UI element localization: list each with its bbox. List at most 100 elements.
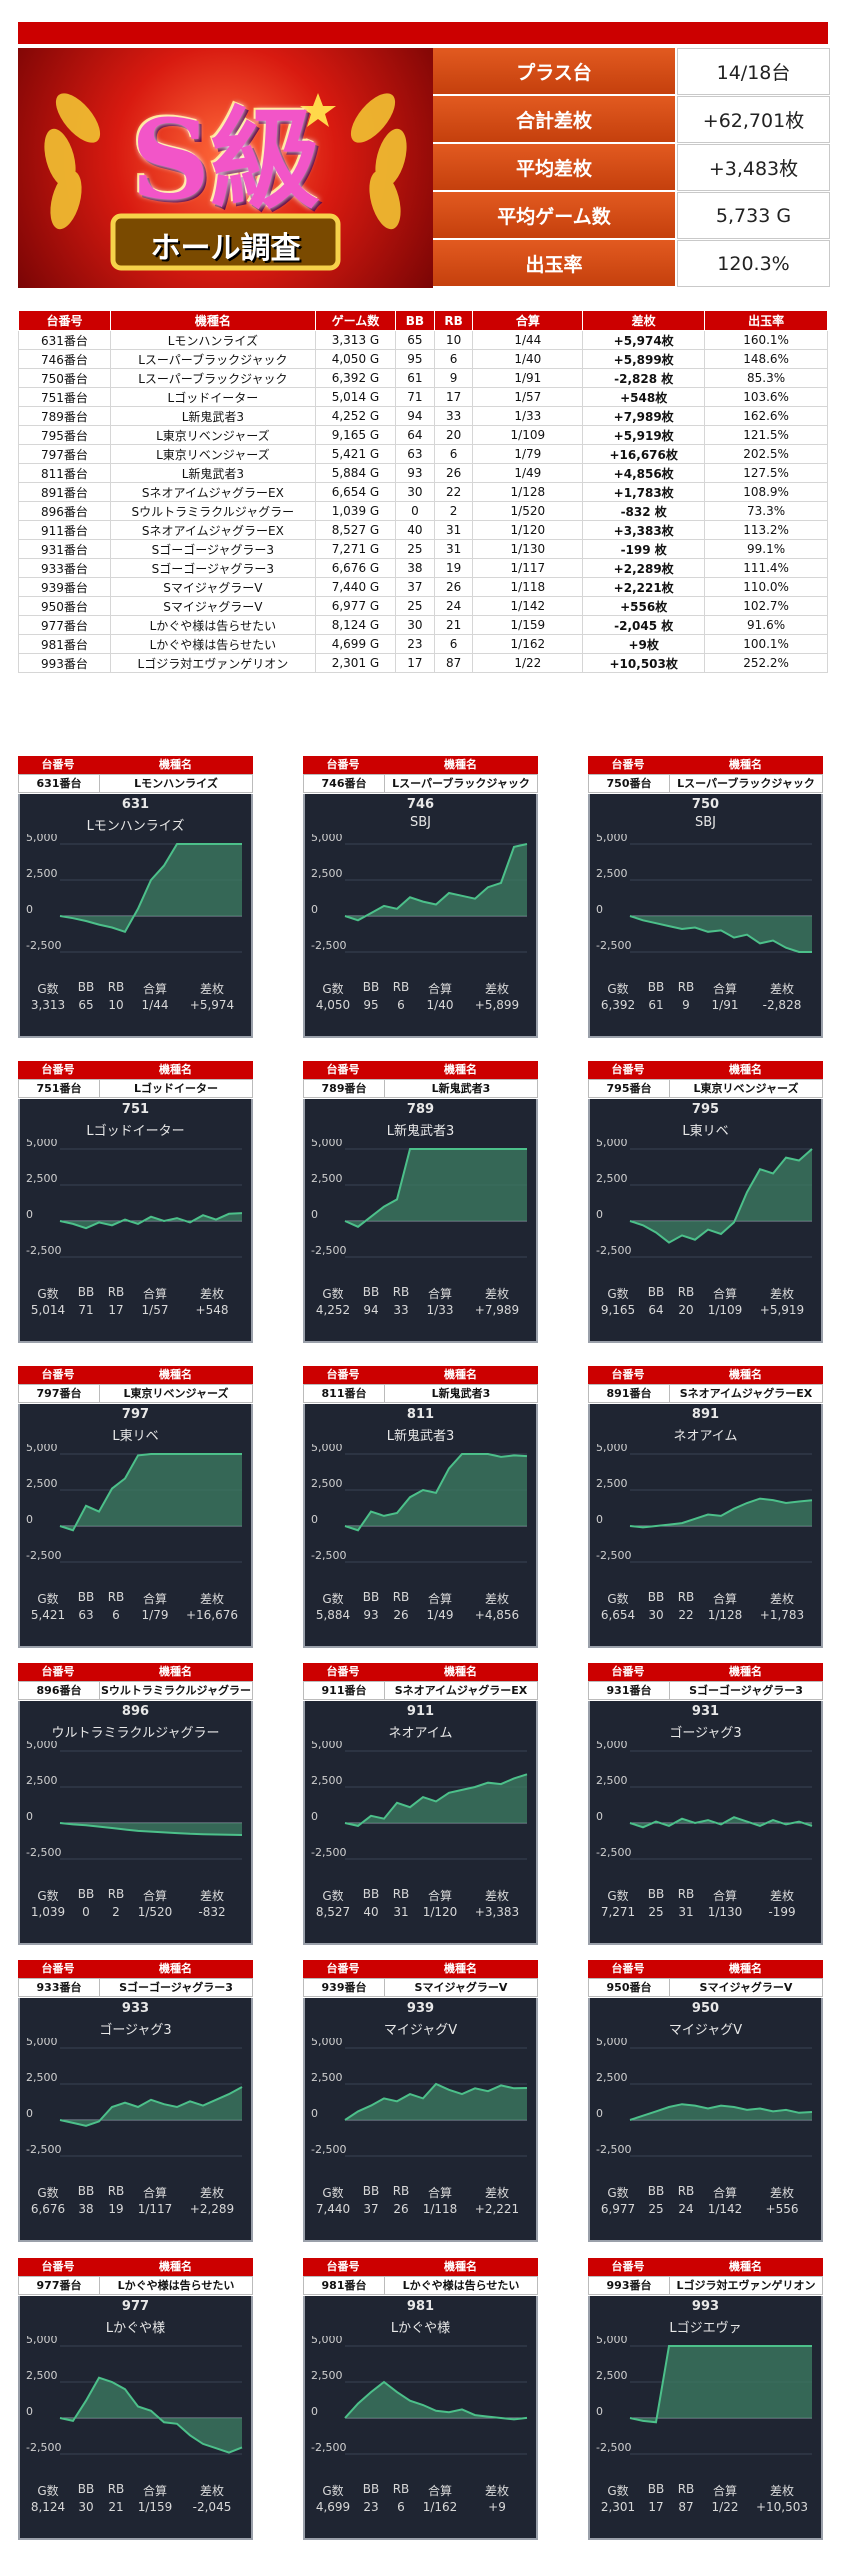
stat-value: 1/33 xyxy=(426,1303,454,1317)
stat-label: BB xyxy=(77,2482,95,2496)
table-row: 746番台 Lスーパーブラックジャック 4,050 G 95 6 1/40 +5,899枚 1… xyxy=(18,349,828,369)
y-tick-label: 0 xyxy=(26,1810,33,1823)
cell-payout: 252.2% xyxy=(704,653,828,673)
cell-games: 5,421 G xyxy=(314,444,397,464)
card-head-number-label: 台番号 xyxy=(326,1962,360,1975)
machine-card: 台番号 機種名 993番台 Lゴジラ対エヴァンゲリオン 993 Lゴジエヴァ 5,000 2,… xyxy=(588,2258,823,2540)
card-head-number-label: 台番号 xyxy=(611,1962,645,1975)
cell-machine-number: 811番台 xyxy=(18,463,111,483)
card-model-name: SネオアイムジャグラーEX xyxy=(679,1387,813,1400)
stat-value: 1/49 xyxy=(426,1608,454,1622)
chart-machine-number: 789 xyxy=(406,1102,435,1117)
diff-chart: 5,000 2,500 0 -2,500 xyxy=(311,1139,527,1258)
stat-value: 37 xyxy=(363,2202,379,2216)
chart-machine-number: 931 xyxy=(691,1704,720,1719)
cell-bb: 64 xyxy=(395,425,435,445)
cell-rb: 10 xyxy=(433,330,474,350)
y-tick-label: 2,500 xyxy=(311,867,343,880)
cell-diff: -2,045 枚 xyxy=(582,615,706,635)
chart-machine-number: 911 xyxy=(406,1704,435,1719)
stat-value: 30 xyxy=(648,1608,664,1622)
chart-model-short: ネオアイム xyxy=(673,1429,738,1444)
stat-label: 合算 xyxy=(712,1592,737,1606)
cell-games: 5,884 G xyxy=(314,463,397,483)
card-head-model-label: 機種名 xyxy=(729,1368,762,1381)
table-row: 950番台 SマイジャグラーV 6,977 G 25 24 1/142 +556枚 102.7… xyxy=(18,596,828,616)
card-header: 台番号 機種名 xyxy=(303,1663,538,1681)
diff-line xyxy=(629,915,812,953)
diff-chart: 5,000 2,500 0 -2,500 xyxy=(26,834,242,953)
chart-model-short: SBJ xyxy=(694,815,716,830)
cell-combined: 1/142 xyxy=(472,596,584,616)
diff-area xyxy=(630,1817,812,1828)
cell-payout: 160.1% xyxy=(704,330,828,350)
y-tick-label: 5,000 xyxy=(596,1139,628,1149)
machine-card: 台番号 機種名 911番台 SネオアイムジャグラーEX 911 ネオアイム 5,000 2,5… xyxy=(303,1663,538,1945)
card-header: 台番号 機種名 xyxy=(588,2258,823,2276)
stat-value: 1/109 xyxy=(707,1303,743,1317)
diff-chart: 5,000 2,500 0 -2,500 xyxy=(596,2038,813,2157)
y-tick-label: -2,500 xyxy=(26,1846,61,1859)
cell-bb: 63 xyxy=(395,444,435,464)
stat-value: 22 xyxy=(678,1608,694,1622)
cell-diff: +5,919枚 xyxy=(582,425,706,445)
summary-table: プラス台 14/18台 合計差枚 +62,701枚 平均差枚 +3,483枚 平均ゲーム数 5… xyxy=(433,48,830,288)
stat-label: G数 xyxy=(37,1889,59,1903)
cell-combined: 1/120 xyxy=(472,520,584,540)
cell-games: 7,440 G xyxy=(314,577,397,597)
chart-model-short: ゴージャグ3 xyxy=(99,2023,172,2038)
chart-panel: 931 ゴージャグ3 5,000 2,500 0 -2,500 G数 7,271 BB 25 RB 3… xyxy=(588,1701,823,1945)
stat-value: 31 xyxy=(393,1905,409,1919)
diff-line xyxy=(344,1148,527,1228)
stat-value: -199 xyxy=(768,1905,796,1919)
card-info: 981番台 Lかぐや様は告らせたい xyxy=(303,2276,538,2295)
machine-card: 台番号 機種名 751番台 Lゴッドイーター 751 Lゴッドイーター 5,000 2,500… xyxy=(18,1061,253,1343)
diff-chart: 5,000 2,500 0 -2,500 xyxy=(26,2336,243,2455)
cell-games: 2,301 G xyxy=(314,653,397,673)
stat-label: G数 xyxy=(322,1287,344,1301)
stat-value: 23 xyxy=(363,2500,379,2514)
stat-value: -832 xyxy=(198,1905,226,1919)
diff-area xyxy=(60,2087,242,2126)
stat-label: 合算 xyxy=(142,2484,167,2498)
col-rb: RB xyxy=(433,310,474,331)
stat-value: 5,421 xyxy=(30,1608,66,1622)
stat-label: BB xyxy=(647,980,665,994)
stat-value: 64 xyxy=(648,1303,664,1317)
y-tick-label: 0 xyxy=(26,1513,33,1526)
stat-label: BB xyxy=(647,1590,665,1604)
stat-value: 40 xyxy=(363,1905,379,1919)
chart-machine-number: 797 xyxy=(121,1407,150,1422)
machine-table: 台番号 機種名 ゲーム数 BB RB 合算 差枚 出玉率 631番台 Lモンハンラ… xyxy=(18,310,828,673)
y-tick-label: 2,500 xyxy=(311,1774,343,1787)
stat-value: 1/142 xyxy=(707,2202,743,2216)
stat-label: RB xyxy=(677,1590,695,1604)
y-tick-label: 5,000 xyxy=(311,2038,343,2048)
stat-label: G数 xyxy=(322,982,344,996)
chart-model-short: Lかぐや様 xyxy=(390,2321,451,2336)
col-payout: 出玉率 xyxy=(704,310,828,331)
cell-payout: 202.5% xyxy=(704,444,828,464)
cell-diff: +3,383枚 xyxy=(582,520,706,540)
stat-label: BB xyxy=(362,1887,380,1901)
card-head-number-label: 台番号 xyxy=(41,1063,75,1076)
stat-value: 7,440 xyxy=(315,2202,351,2216)
cell-machine-number: 950番台 xyxy=(18,596,111,616)
diff-chart: 5,000 2,500 0 -2,500 xyxy=(311,1444,528,1563)
cell-bb: 23 xyxy=(395,634,435,654)
cell-combined: 1/91 xyxy=(472,368,584,388)
cell-diff: -199 枚 xyxy=(582,539,706,559)
chart-machine-number: 939 xyxy=(406,2001,435,2016)
stat-value: 26 xyxy=(393,1608,409,1622)
cell-bb: 61 xyxy=(395,368,435,388)
stat-label: 差枚 xyxy=(484,982,509,996)
summary-label: 平均差枚 xyxy=(433,144,675,191)
diff-chart: 5,000 2,500 0 -2,500 xyxy=(596,1444,813,1563)
cell-diff: +10,503枚 xyxy=(582,653,706,673)
stat-label: G数 xyxy=(607,1592,629,1606)
diff-chart: 5,000 2,500 0 -2,500 xyxy=(596,1139,813,1258)
card-header: 台番号 機種名 xyxy=(303,1366,538,1384)
stat-label: RB xyxy=(107,2184,125,2198)
cell-games: 6,977 G xyxy=(314,596,397,616)
diff-area xyxy=(630,1498,812,1528)
